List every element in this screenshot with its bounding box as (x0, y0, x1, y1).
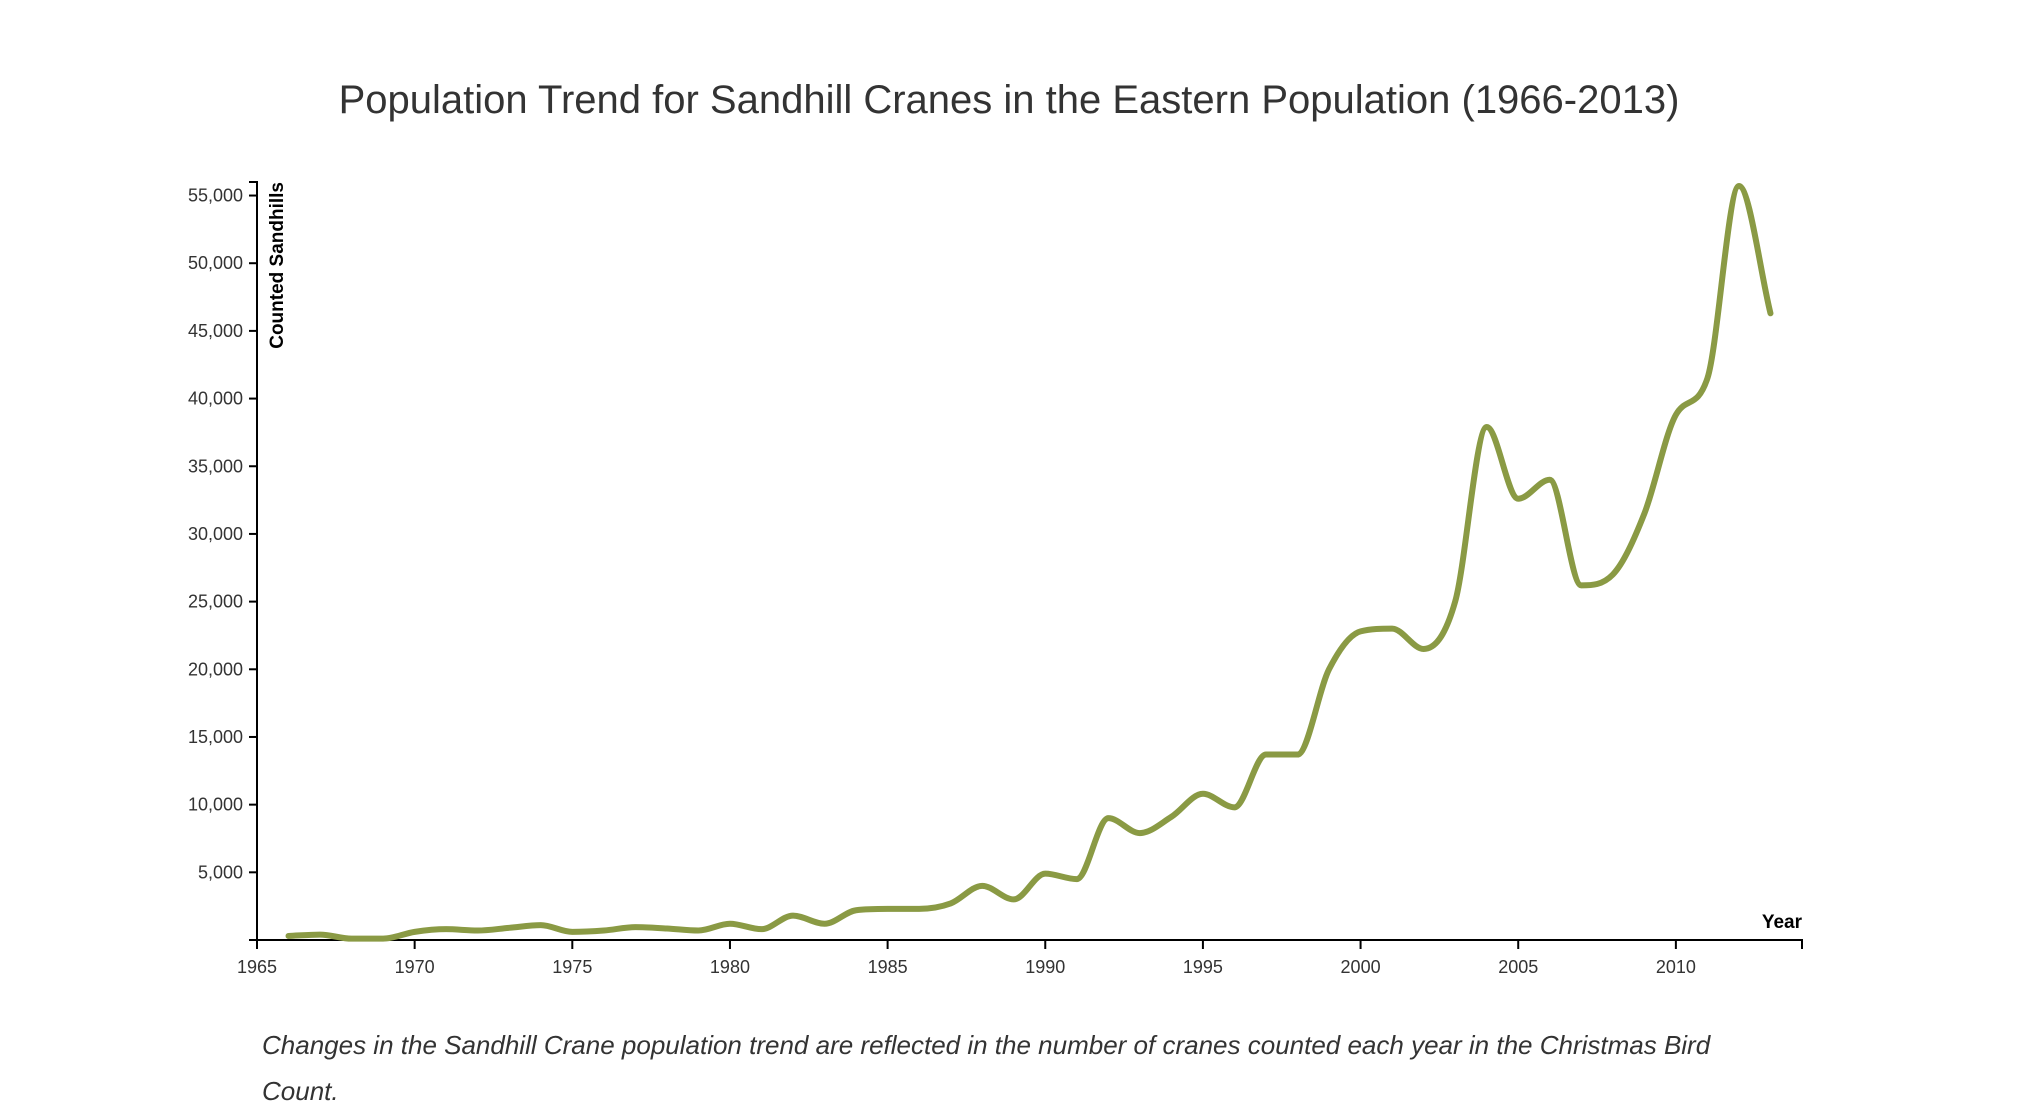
x-tick-label: 2005 (1498, 957, 1538, 977)
y-tick-label: 30,000 (188, 524, 243, 544)
y-axis: 5,000 10,000 15,000 20,000 25,000 30,000 35,00… (188, 181, 258, 941)
y-axis-line (249, 181, 258, 941)
x-axis-label: Year (1762, 912, 1803, 933)
x-tick-label: 1985 (868, 957, 908, 977)
x-tick-label: 2000 (1341, 957, 1381, 977)
x-tick-label: 1995 (1183, 957, 1223, 977)
y-tick-label: 10,000 (188, 795, 243, 815)
y-tick-label: 5,000 (198, 862, 243, 882)
chart-caption: Changes in the Sandhill Crane population… (262, 1030, 1711, 1106)
y-tick-label: 25,000 (188, 592, 243, 612)
x-tick-label: 1990 (1025, 957, 1065, 977)
x-axis-line (256, 939, 1803, 949)
x-tick-label: 1970 (395, 957, 435, 977)
series-line (285, 183, 1774, 942)
y-tick-label: 50,000 (188, 253, 243, 273)
y-tick-label: 20,000 (188, 659, 243, 679)
series-layer (285, 183, 1774, 942)
x-axis: 1965 1970 1975 1980 1985 1990 1995 2000 2005 2010 (237, 939, 1803, 977)
y-tick-label: 55,000 (188, 186, 243, 206)
x-tick-label: 1975 (552, 957, 592, 977)
x-tick-label: 2010 (1656, 957, 1696, 977)
y-tick-label: 15,000 (188, 727, 243, 747)
x-tick-label: 1965 (237, 957, 277, 977)
x-tick-label: 1980 (710, 957, 750, 977)
chart-title: Population Trend for Sandhill Cranes in … (338, 78, 1680, 122)
y-tick-label: 35,000 (188, 456, 243, 476)
y-tick-label: 45,000 (188, 321, 243, 341)
y-tick-label: 40,000 (188, 389, 243, 409)
y-axis-label: Counted Sandhills (267, 182, 288, 349)
